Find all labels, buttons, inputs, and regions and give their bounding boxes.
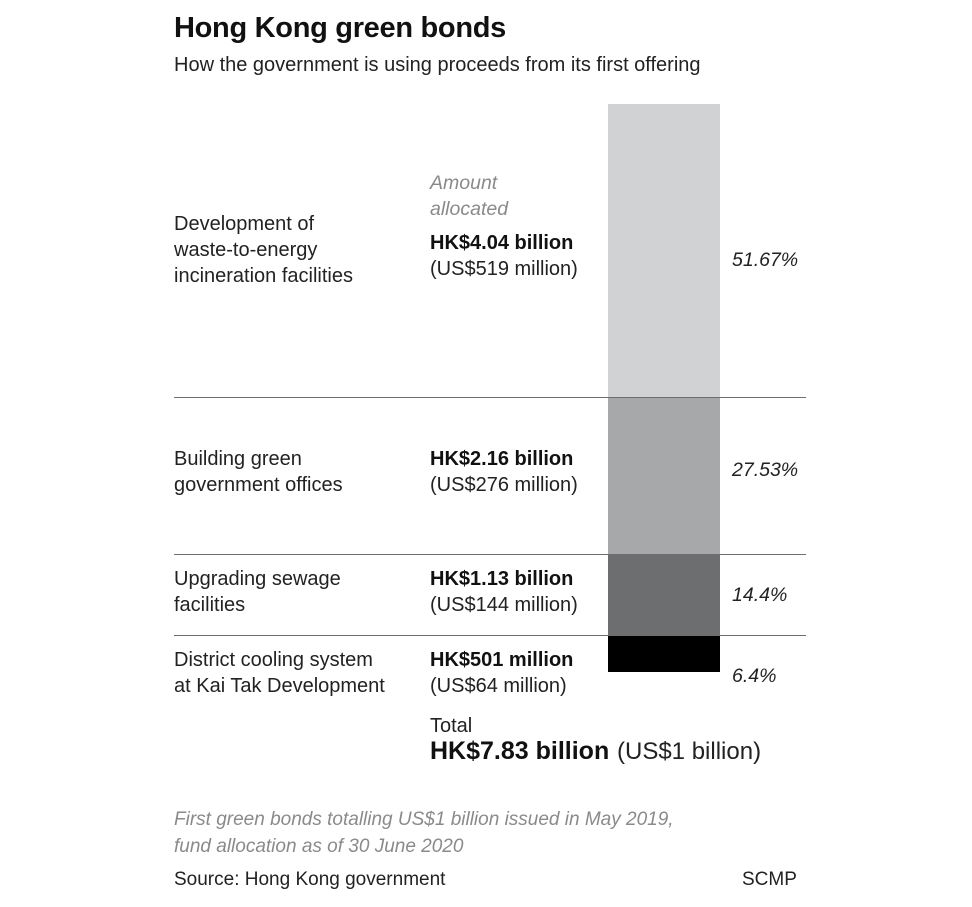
category-line: incineration facilities xyxy=(174,265,353,287)
bar-segment-green-offices xyxy=(608,397,720,554)
chart-subtitle: How the government is using proceeds fro… xyxy=(174,54,701,76)
category-line: District cooling system xyxy=(174,649,373,671)
amount-allocated-line: allocated xyxy=(430,198,509,220)
bar-segment-sewage xyxy=(608,553,720,636)
category-line: at Kai Tak Development xyxy=(174,675,385,697)
percent-label-district-cooling: 6.4% xyxy=(732,665,777,687)
total-amount-usd: (US$1 billion) xyxy=(617,738,762,765)
amount-hkd-waste-to-energy: HK$4.04 billion xyxy=(430,232,574,254)
amount-usd-district-cooling: (US$64 million) xyxy=(430,675,567,697)
amount-hkd-green-offices: HK$2.16 billion xyxy=(430,448,574,470)
category-line: Building green xyxy=(174,448,302,470)
category-line: waste-to-energy xyxy=(174,239,318,261)
amount-allocated-line: Amount xyxy=(430,172,498,194)
percent-label-waste-to-energy: 51.67% xyxy=(732,249,799,271)
category-line: government offices xyxy=(174,474,343,496)
footnote-line: fund allocation as of 30 June 2020 xyxy=(174,836,464,857)
category-line: Development of xyxy=(174,213,315,235)
source-label: Source: Hong Kong government xyxy=(174,869,446,890)
amount-usd-waste-to-energy: (US$519 million) xyxy=(430,258,578,280)
bar-segment-waste-to-energy xyxy=(608,104,720,398)
percent-label-sewage: 14.4% xyxy=(732,584,788,606)
footnote-line: First green bonds totalling US$1 billion… xyxy=(174,809,674,830)
amount-hkd-sewage: HK$1.13 billion xyxy=(430,568,574,590)
amount-hkd-district-cooling: HK$501 million xyxy=(430,649,574,671)
category-line: facilities xyxy=(174,594,246,616)
bar-segment-district-cooling xyxy=(608,635,720,672)
category-label-sewage: Upgrading sewage facilities xyxy=(174,566,341,618)
category-label-waste-to-energy: Development of waste-to-energy incinerat… xyxy=(174,211,353,289)
row-divider xyxy=(174,554,806,555)
category-line: Upgrading sewage xyxy=(174,568,341,590)
row-divider xyxy=(174,397,806,398)
amount-usd-sewage: (US$144 million) xyxy=(430,594,578,616)
row-divider xyxy=(174,635,806,636)
amount-usd-green-offices: (US$276 million) xyxy=(430,474,578,496)
footnote: First green bonds totalling US$1 billion… xyxy=(174,806,674,860)
category-label-district-cooling: District cooling system at Kai Tak Devel… xyxy=(174,647,385,699)
publisher-credit: SCMP xyxy=(742,869,797,890)
category-label-green-offices: Building green government offices xyxy=(174,446,343,498)
total-amount-hkd: HK$7.83 billion xyxy=(430,737,610,765)
total-label: Total xyxy=(430,715,473,737)
amount-allocated-label: Amount allocated xyxy=(430,170,508,222)
percent-label-green-offices: 27.53% xyxy=(732,459,799,481)
chart-title: Hong Kong green bonds xyxy=(174,12,507,44)
